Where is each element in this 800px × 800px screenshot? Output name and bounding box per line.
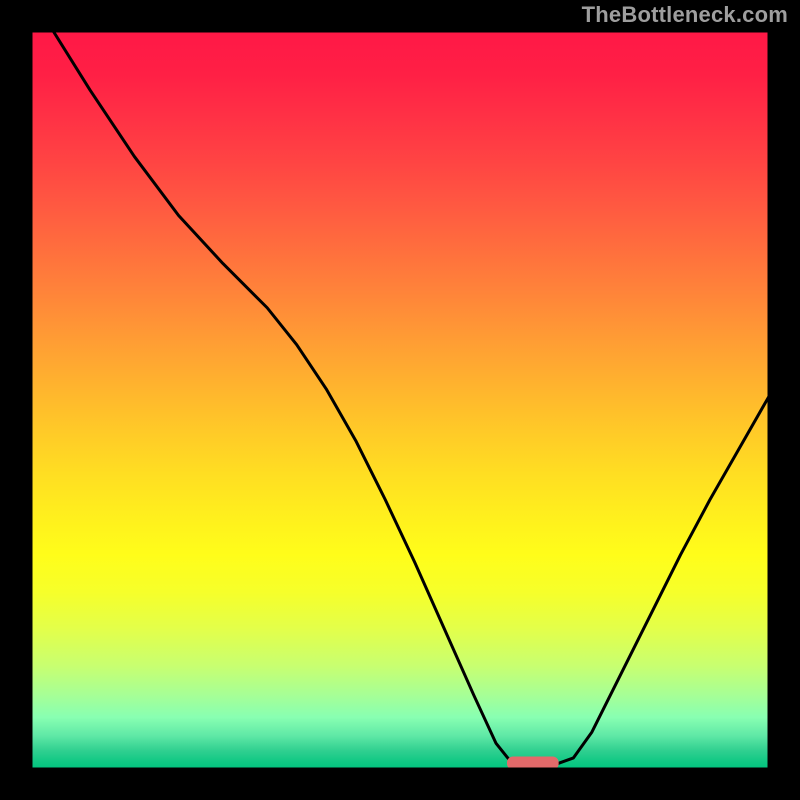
chart-stage: TheBottleneck.com: [0, 0, 800, 800]
bottleneck-chart-svg: [0, 0, 800, 800]
plot-background-gradient: [31, 31, 769, 769]
watermark-text: TheBottleneck.com: [582, 2, 788, 28]
